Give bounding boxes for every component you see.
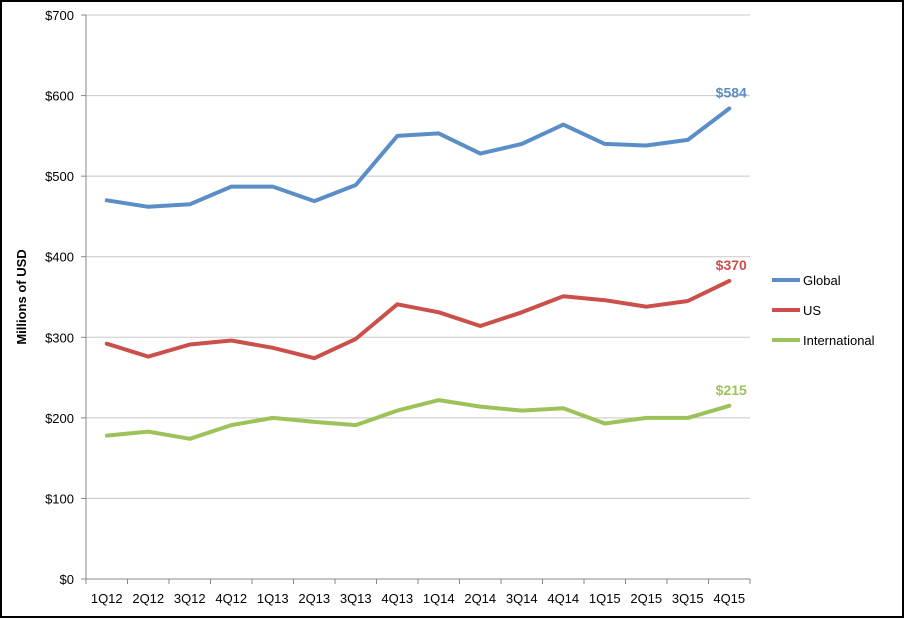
x-tick-label: 4Q12: [215, 591, 247, 606]
x-tick-label: 2Q13: [298, 591, 330, 606]
legend-label-us: US: [803, 303, 821, 318]
y-tick-label: $300: [45, 330, 74, 345]
x-tick-label: 2Q14: [464, 591, 496, 606]
gridlines: [81, 14, 750, 580]
legend-label-global: Global: [803, 273, 841, 288]
y-tick-label: $100: [45, 491, 74, 506]
y-tick-label: $700: [45, 8, 74, 23]
end-label-us: $370: [716, 257, 747, 273]
y-tick-labels: $0 $100 $200 $300 $400 $500 $600 $700: [45, 8, 74, 587]
axes: [85, 15, 751, 584]
x-tick-label: 3Q14: [506, 591, 538, 606]
series-line-international: [104, 398, 732, 441]
series-lines: [104, 106, 732, 441]
y-tick-label: $200: [45, 411, 74, 426]
x-tick-label: 3Q13: [340, 591, 372, 606]
y-axis-label: Millions of USD: [14, 249, 29, 344]
legend-label-international: International: [803, 333, 875, 348]
x-tick-label: 2Q15: [630, 591, 662, 606]
y-tick-label: $400: [45, 250, 74, 265]
x-tick-label: 2Q12: [132, 591, 164, 606]
x-tick-label: 3Q12: [174, 591, 206, 606]
x-tick-label: 4Q15: [713, 591, 745, 606]
series-line-us: [104, 278, 732, 361]
x-tick-label: 1Q13: [257, 591, 289, 606]
series-line-global: [104, 106, 732, 209]
y-tick-label: $500: [45, 169, 74, 184]
x-tick-label: 4Q14: [547, 591, 579, 606]
end-labels: $584 $370 $215: [716, 84, 747, 397]
end-label-international: $215: [716, 382, 747, 398]
x-tick-label: 1Q14: [423, 591, 455, 606]
y-tick-label: $0: [60, 572, 74, 587]
end-label-global: $584: [716, 84, 747, 100]
x-tick-label: 3Q15: [672, 591, 704, 606]
x-tick-labels: 1Q12 2Q12 3Q12 4Q12 1Q13 2Q13 3Q13 4Q13 1Q14 2Q14…: [91, 591, 745, 606]
x-tick-label: 1Q12: [91, 591, 123, 606]
x-tick-label: 1Q15: [589, 591, 621, 606]
x-tick-label: 4Q13: [381, 591, 413, 606]
y-tick-label: $600: [45, 89, 74, 104]
legend: Global US International: [772, 273, 875, 348]
